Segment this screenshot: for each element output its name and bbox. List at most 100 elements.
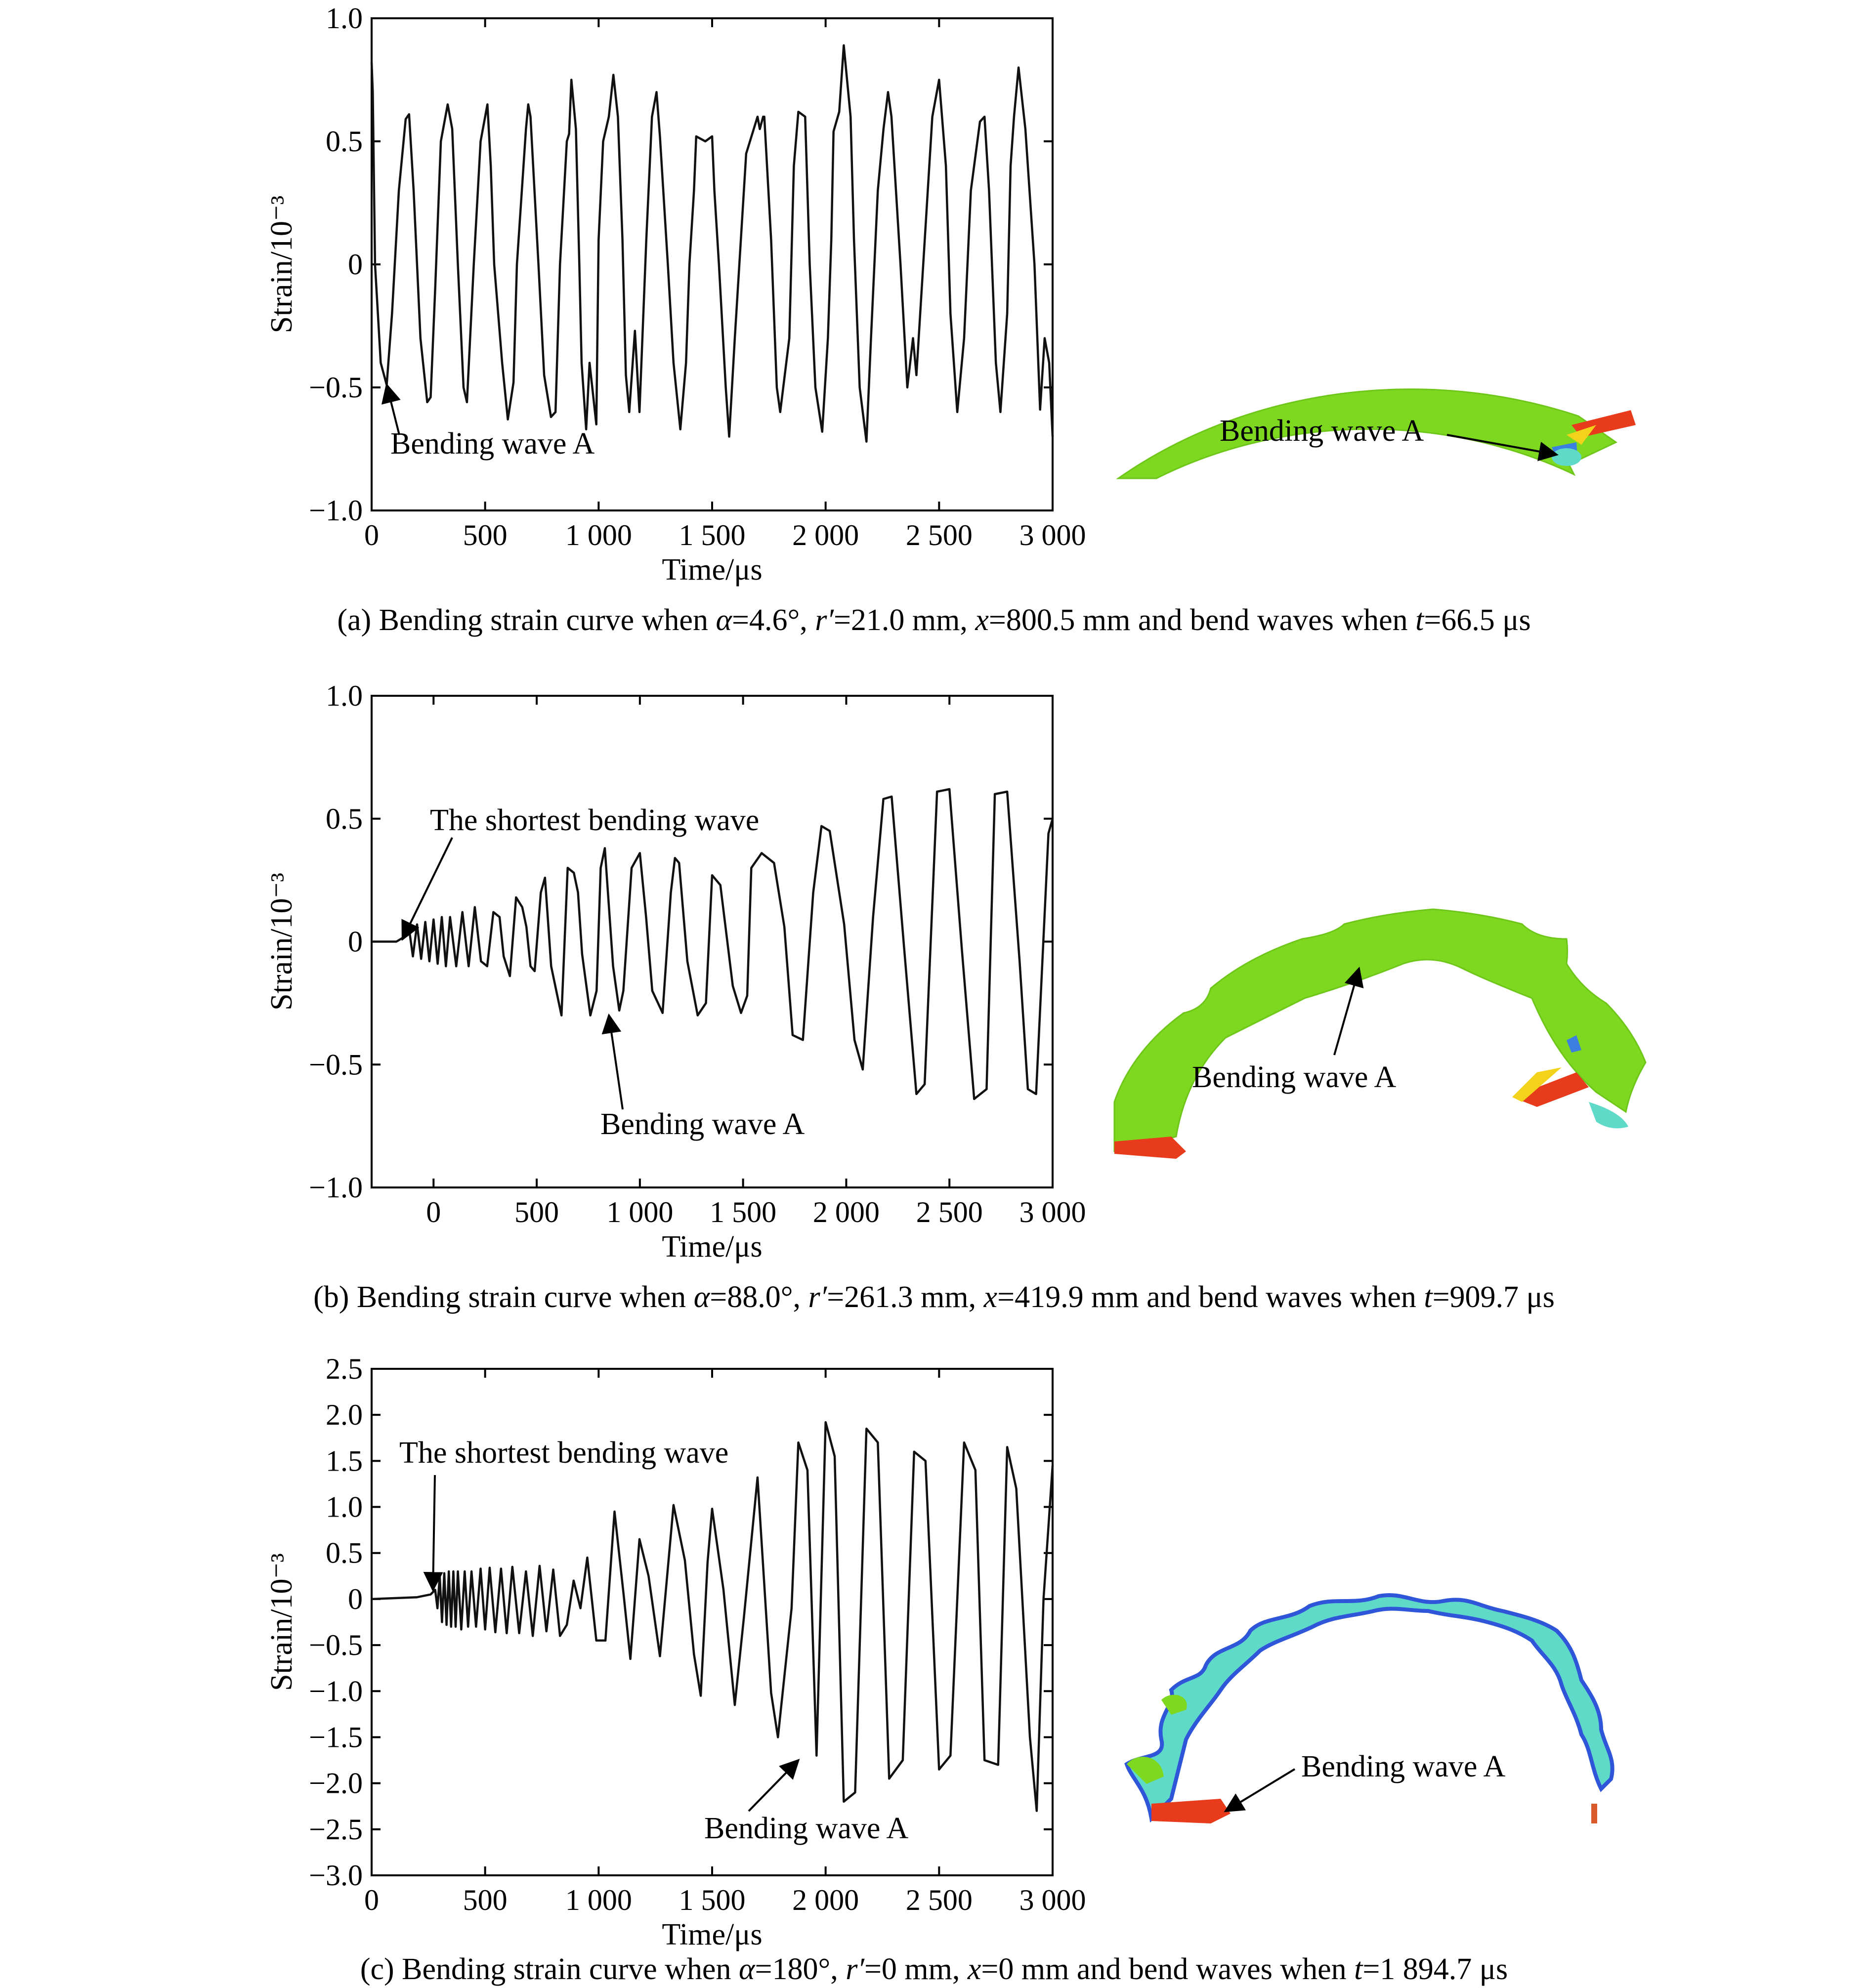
x-tick-label: 500 <box>463 519 508 551</box>
chart-b: 0 500 1 000 1 500 2 000 2 500 3 000 1.0 0.5 0 −0.5… <box>265 679 1086 1264</box>
contour-c-arrow <box>1224 1768 1296 1813</box>
x-tick-label: 1 000 <box>606 1196 673 1228</box>
x-tick-label: 0 <box>364 1884 379 1916</box>
x-tick-label: 500 <box>463 1884 508 1916</box>
annotation-arrow <box>401 837 453 941</box>
caption-part: x <box>983 1280 998 1314</box>
y-tick-label: 0.5 <box>326 803 363 835</box>
panel-a: 0 500 1 000 1 500 2 000 2 500 3 000 1.0 0.5 0 −0.5… <box>265 2 1636 637</box>
caption-part: =88.0°, <box>710 1280 808 1314</box>
y-tick-label: −0.5 <box>309 371 363 404</box>
x-tick-label: 2 500 <box>906 519 973 551</box>
y-tick-label: 0.5 <box>326 125 363 158</box>
x-tick-label: 3 000 <box>1019 519 1086 551</box>
contour-a-arrow <box>1446 434 1559 462</box>
y-tick-label: −1.5 <box>309 1721 363 1753</box>
chart-a: 0 500 1 000 1 500 2 000 2 500 3 000 1.0 0.5 0 −0.5… <box>265 2 1086 587</box>
annotation-label: The shortest bending wave <box>399 1436 728 1470</box>
caption-part: t <box>1415 603 1425 637</box>
caption-part: =800.5 mm and bend waves when <box>989 603 1415 637</box>
y-tick-label: 0 <box>348 1583 363 1615</box>
contour-c-bottom-red <box>1151 1799 1231 1823</box>
annotation-arrow <box>601 1013 624 1110</box>
contour-a-tip <box>1552 448 1581 466</box>
contour-b-yellow-band <box>1512 1067 1562 1102</box>
caption-a: (a) Bending strain curve when α=4.6°, r′… <box>337 603 1530 637</box>
caption-part: x <box>975 603 989 637</box>
y-tick-label: 0 <box>348 248 363 281</box>
caption-part: r′ <box>815 603 834 637</box>
x-tick-label: 2 000 <box>813 1196 880 1228</box>
caption-c: (c) Bending strain curve when α=180°, r′… <box>360 1952 1508 1986</box>
caption-part: =66.5 μs <box>1424 603 1530 637</box>
contour-c-left-green <box>1127 1757 1164 1784</box>
x-axis-label: Time/μs <box>662 1230 762 1264</box>
annotation-arrow <box>381 383 401 435</box>
y-tick-label: 0.5 <box>326 1537 363 1569</box>
y-tick-label: −1.0 <box>309 494 363 527</box>
y-tick-label: 1.0 <box>326 2 363 35</box>
y-tick-label: −1.0 <box>309 1171 363 1204</box>
x-tick-label: 2 000 <box>792 519 859 551</box>
y-tick-label: 0 <box>348 926 363 958</box>
caption-part: =1 894.7 μs <box>1362 1952 1508 1986</box>
caption-part: =180°, <box>755 1952 846 1986</box>
contour-c-right-end <box>1591 1804 1597 1823</box>
contour-b-blue-streak <box>1567 1035 1581 1053</box>
x-tick-label: 1 000 <box>565 1884 632 1916</box>
caption-b: (b) Bending strain curve when α=88.0°, r… <box>313 1280 1555 1314</box>
contour-b: Bending wave A <box>1113 908 1647 1159</box>
x-tick-label: 500 <box>514 1196 559 1228</box>
contour-b-bottom-left-red <box>1114 1137 1186 1159</box>
y-tick-label: −3.0 <box>309 1859 363 1892</box>
x-axis-label: Time/μs <box>662 1918 762 1951</box>
series-line <box>370 44 1054 443</box>
caption-part: t <box>1424 1280 1433 1314</box>
series-line <box>371 1421 1054 1812</box>
contour-c: Bending wave A <box>1124 1593 1614 1823</box>
annotation-label: Bending wave A <box>600 1107 805 1141</box>
contour-c-wavy-ring <box>1124 1593 1614 1823</box>
caption-part: =4.6°, <box>732 603 815 637</box>
x-tick-label: 1 500 <box>679 519 746 551</box>
x-tick-label: 0 <box>426 1196 441 1228</box>
x-tick-label: 2 000 <box>792 1884 859 1916</box>
y-axis-label: Strain/10⁻³ <box>265 1553 298 1691</box>
contour-a-label: Bending wave A <box>1220 414 1424 448</box>
contour-a-ring <box>1116 388 1617 479</box>
x-axis-label: Time/μs <box>662 553 762 587</box>
contour-c-label: Bending wave A <box>1301 1750 1505 1783</box>
contour-b-right-red <box>1512 1072 1589 1107</box>
x-tick-label: 0 <box>364 519 379 551</box>
contour-b-arrow <box>1333 967 1364 1056</box>
contour-b-ring <box>1113 908 1647 1152</box>
annotation-label: The shortest bending wave <box>430 804 759 837</box>
caption-part: α <box>739 1952 756 1986</box>
y-axis-label: Strain/10⁻³ <box>265 873 298 1011</box>
chart-c: 0 500 1 000 1 500 2 000 2 500 3 000 2.5 2.0 1.5 1.… <box>265 1353 1086 1951</box>
caption-part: (b) Bending strain curve when <box>313 1280 694 1314</box>
y-tick-label: −1.0 <box>309 1675 363 1707</box>
y-axis-label: Strain/10⁻³ <box>265 196 298 334</box>
y-tick-label: −0.5 <box>309 1629 363 1661</box>
annotation-arrow <box>423 1475 443 1592</box>
annotation-arrow <box>748 1759 800 1812</box>
x-tick-label: 3 000 <box>1019 1196 1086 1228</box>
y-tick-label: 2.0 <box>326 1398 363 1431</box>
y-tick-label: −2.0 <box>309 1767 363 1800</box>
contour-c-left-green-2 <box>1161 1694 1187 1715</box>
panel-b: 0 500 1 000 1 500 2 000 2 500 3 000 1.0 0.5 0 −0.5… <box>265 679 1647 1314</box>
panel-c: 0 500 1 000 1 500 2 000 2 500 3 000 2.5 2.0 1.5 1.… <box>265 1353 1614 1986</box>
x-tick-label: 1 500 <box>679 1884 746 1916</box>
caption-part: x <box>967 1952 981 1986</box>
annotation-label: Bending wave A <box>390 427 594 461</box>
caption-part: =0 mm and bend waves when <box>981 1952 1354 1986</box>
caption-part: (a) Bending strain curve when <box>337 603 716 637</box>
y-tick-label: 1.0 <box>326 1491 363 1523</box>
x-tick-label: 1 000 <box>565 519 632 551</box>
x-tick-label: 1 500 <box>710 1196 776 1228</box>
contour-b-label: Bending wave A <box>1192 1060 1396 1094</box>
caption-part: =909.7 μs <box>1433 1280 1555 1314</box>
y-tick-label: 1.5 <box>326 1444 363 1477</box>
